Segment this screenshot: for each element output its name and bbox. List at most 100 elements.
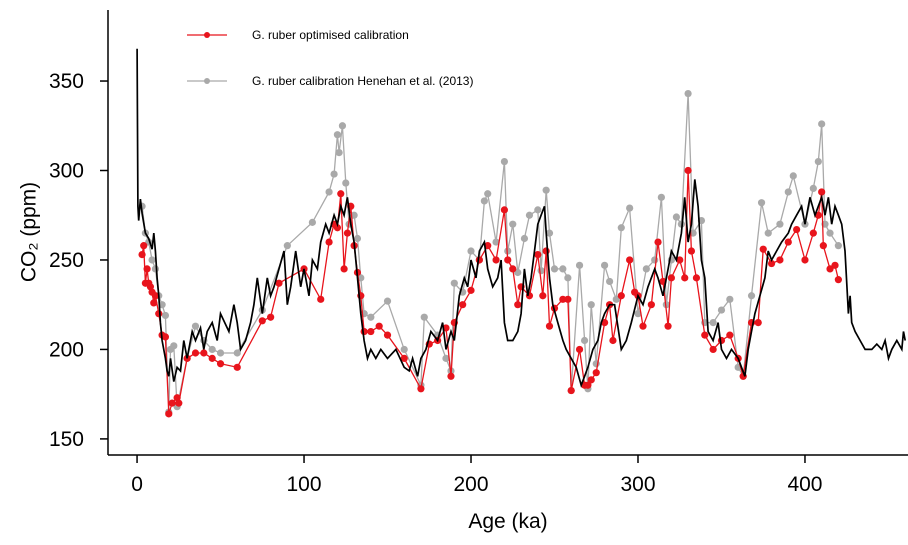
- data-point: [333, 224, 342, 232]
- data-point: [814, 157, 822, 166]
- data-point: [420, 313, 428, 321]
- data-point: [337, 190, 345, 198]
- x-tick-label: 200: [453, 473, 488, 496]
- data-point: [165, 410, 173, 418]
- data-point: [717, 306, 726, 314]
- data-point: [834, 242, 842, 250]
- data-point: [793, 225, 801, 234]
- data-point: [514, 268, 522, 277]
- data-point: [140, 242, 148, 250]
- data-point: [534, 206, 542, 214]
- data-point: [537, 267, 545, 275]
- data-point: [667, 274, 675, 282]
- legend-marker: [204, 78, 210, 84]
- data-point: [709, 345, 717, 354]
- data-point: [367, 327, 375, 336]
- data-point: [776, 256, 784, 264]
- data-point: [170, 342, 178, 350]
- data-point: [155, 310, 163, 318]
- data-point: [726, 295, 734, 303]
- data-point: [525, 211, 534, 219]
- y-tick-label: 300: [49, 160, 84, 183]
- data-point: [338, 122, 347, 130]
- data-point: [325, 188, 333, 196]
- data-point: [587, 376, 595, 384]
- data-point: [158, 301, 166, 309]
- data-point: [592, 369, 600, 377]
- data-point: [353, 234, 362, 243]
- data-point: [143, 265, 151, 273]
- data-point: [330, 170, 338, 178]
- data-point: [335, 149, 343, 157]
- data-point: [480, 197, 488, 205]
- data-point: [701, 331, 709, 339]
- data-point: [333, 131, 342, 139]
- data-point: [191, 322, 200, 330]
- data-point: [208, 354, 216, 362]
- data-point: [801, 256, 809, 264]
- data-point: [492, 256, 500, 264]
- data-point: [267, 313, 275, 321]
- data-point: [564, 274, 572, 282]
- legend-label: G. ruber calibration Henehan et al. (201…: [252, 74, 473, 88]
- data-point: [216, 360, 225, 368]
- data-point: [609, 336, 617, 345]
- data-point: [200, 349, 208, 357]
- data-point: [617, 224, 625, 232]
- data-point: [647, 301, 655, 309]
- data-point: [343, 229, 352, 237]
- data-point: [692, 274, 701, 282]
- y-tick-label: 200: [49, 338, 84, 361]
- data-point: [754, 318, 762, 327]
- data-point: [575, 261, 584, 269]
- data-point: [500, 157, 509, 166]
- data-point: [809, 184, 817, 192]
- data-point: [151, 292, 160, 300]
- data-point: [757, 199, 766, 207]
- data-point: [826, 265, 834, 273]
- data-point: [500, 206, 509, 214]
- data-point: [542, 186, 550, 194]
- data-point: [400, 345, 408, 354]
- data-point: [559, 265, 567, 273]
- data-point: [216, 349, 225, 357]
- data-point: [831, 261, 839, 269]
- data-point: [834, 276, 842, 284]
- data-point: [684, 166, 692, 175]
- legend-label: G. ruber optimised calibration: [252, 28, 409, 42]
- x-tick-label: 300: [620, 473, 655, 496]
- data-point: [467, 247, 475, 255]
- x-tick-label: 400: [787, 473, 822, 496]
- data-point: [587, 301, 595, 309]
- data-point: [826, 229, 834, 237]
- data-point: [342, 179, 350, 187]
- data-point: [567, 386, 575, 395]
- data-point: [545, 322, 554, 330]
- data-point: [275, 279, 283, 287]
- data-point: [809, 229, 817, 237]
- data-point: [161, 333, 170, 341]
- series-line: [136, 48, 907, 388]
- data-point: [654, 238, 662, 246]
- data-point: [784, 238, 792, 246]
- data-point: [509, 265, 517, 273]
- data-point: [138, 250, 146, 259]
- data-point: [575, 345, 584, 354]
- data-point: [764, 229, 772, 237]
- data-point: [484, 190, 492, 198]
- legend-marker: [204, 32, 210, 38]
- y-tick-label: 350: [49, 70, 84, 93]
- series-line: [141, 93, 839, 413]
- data-point: [375, 322, 383, 330]
- data-point: [542, 247, 550, 255]
- data-point: [175, 399, 183, 407]
- y-axis-title: CO₂ (ppm): [18, 182, 41, 282]
- data-point: [600, 261, 609, 269]
- data-point: [258, 317, 266, 325]
- data-point: [672, 213, 680, 221]
- data-point: [747, 292, 756, 300]
- x-axis-title: Age (ka): [468, 510, 547, 533]
- data-point: [818, 188, 826, 196]
- data-point: [612, 295, 620, 303]
